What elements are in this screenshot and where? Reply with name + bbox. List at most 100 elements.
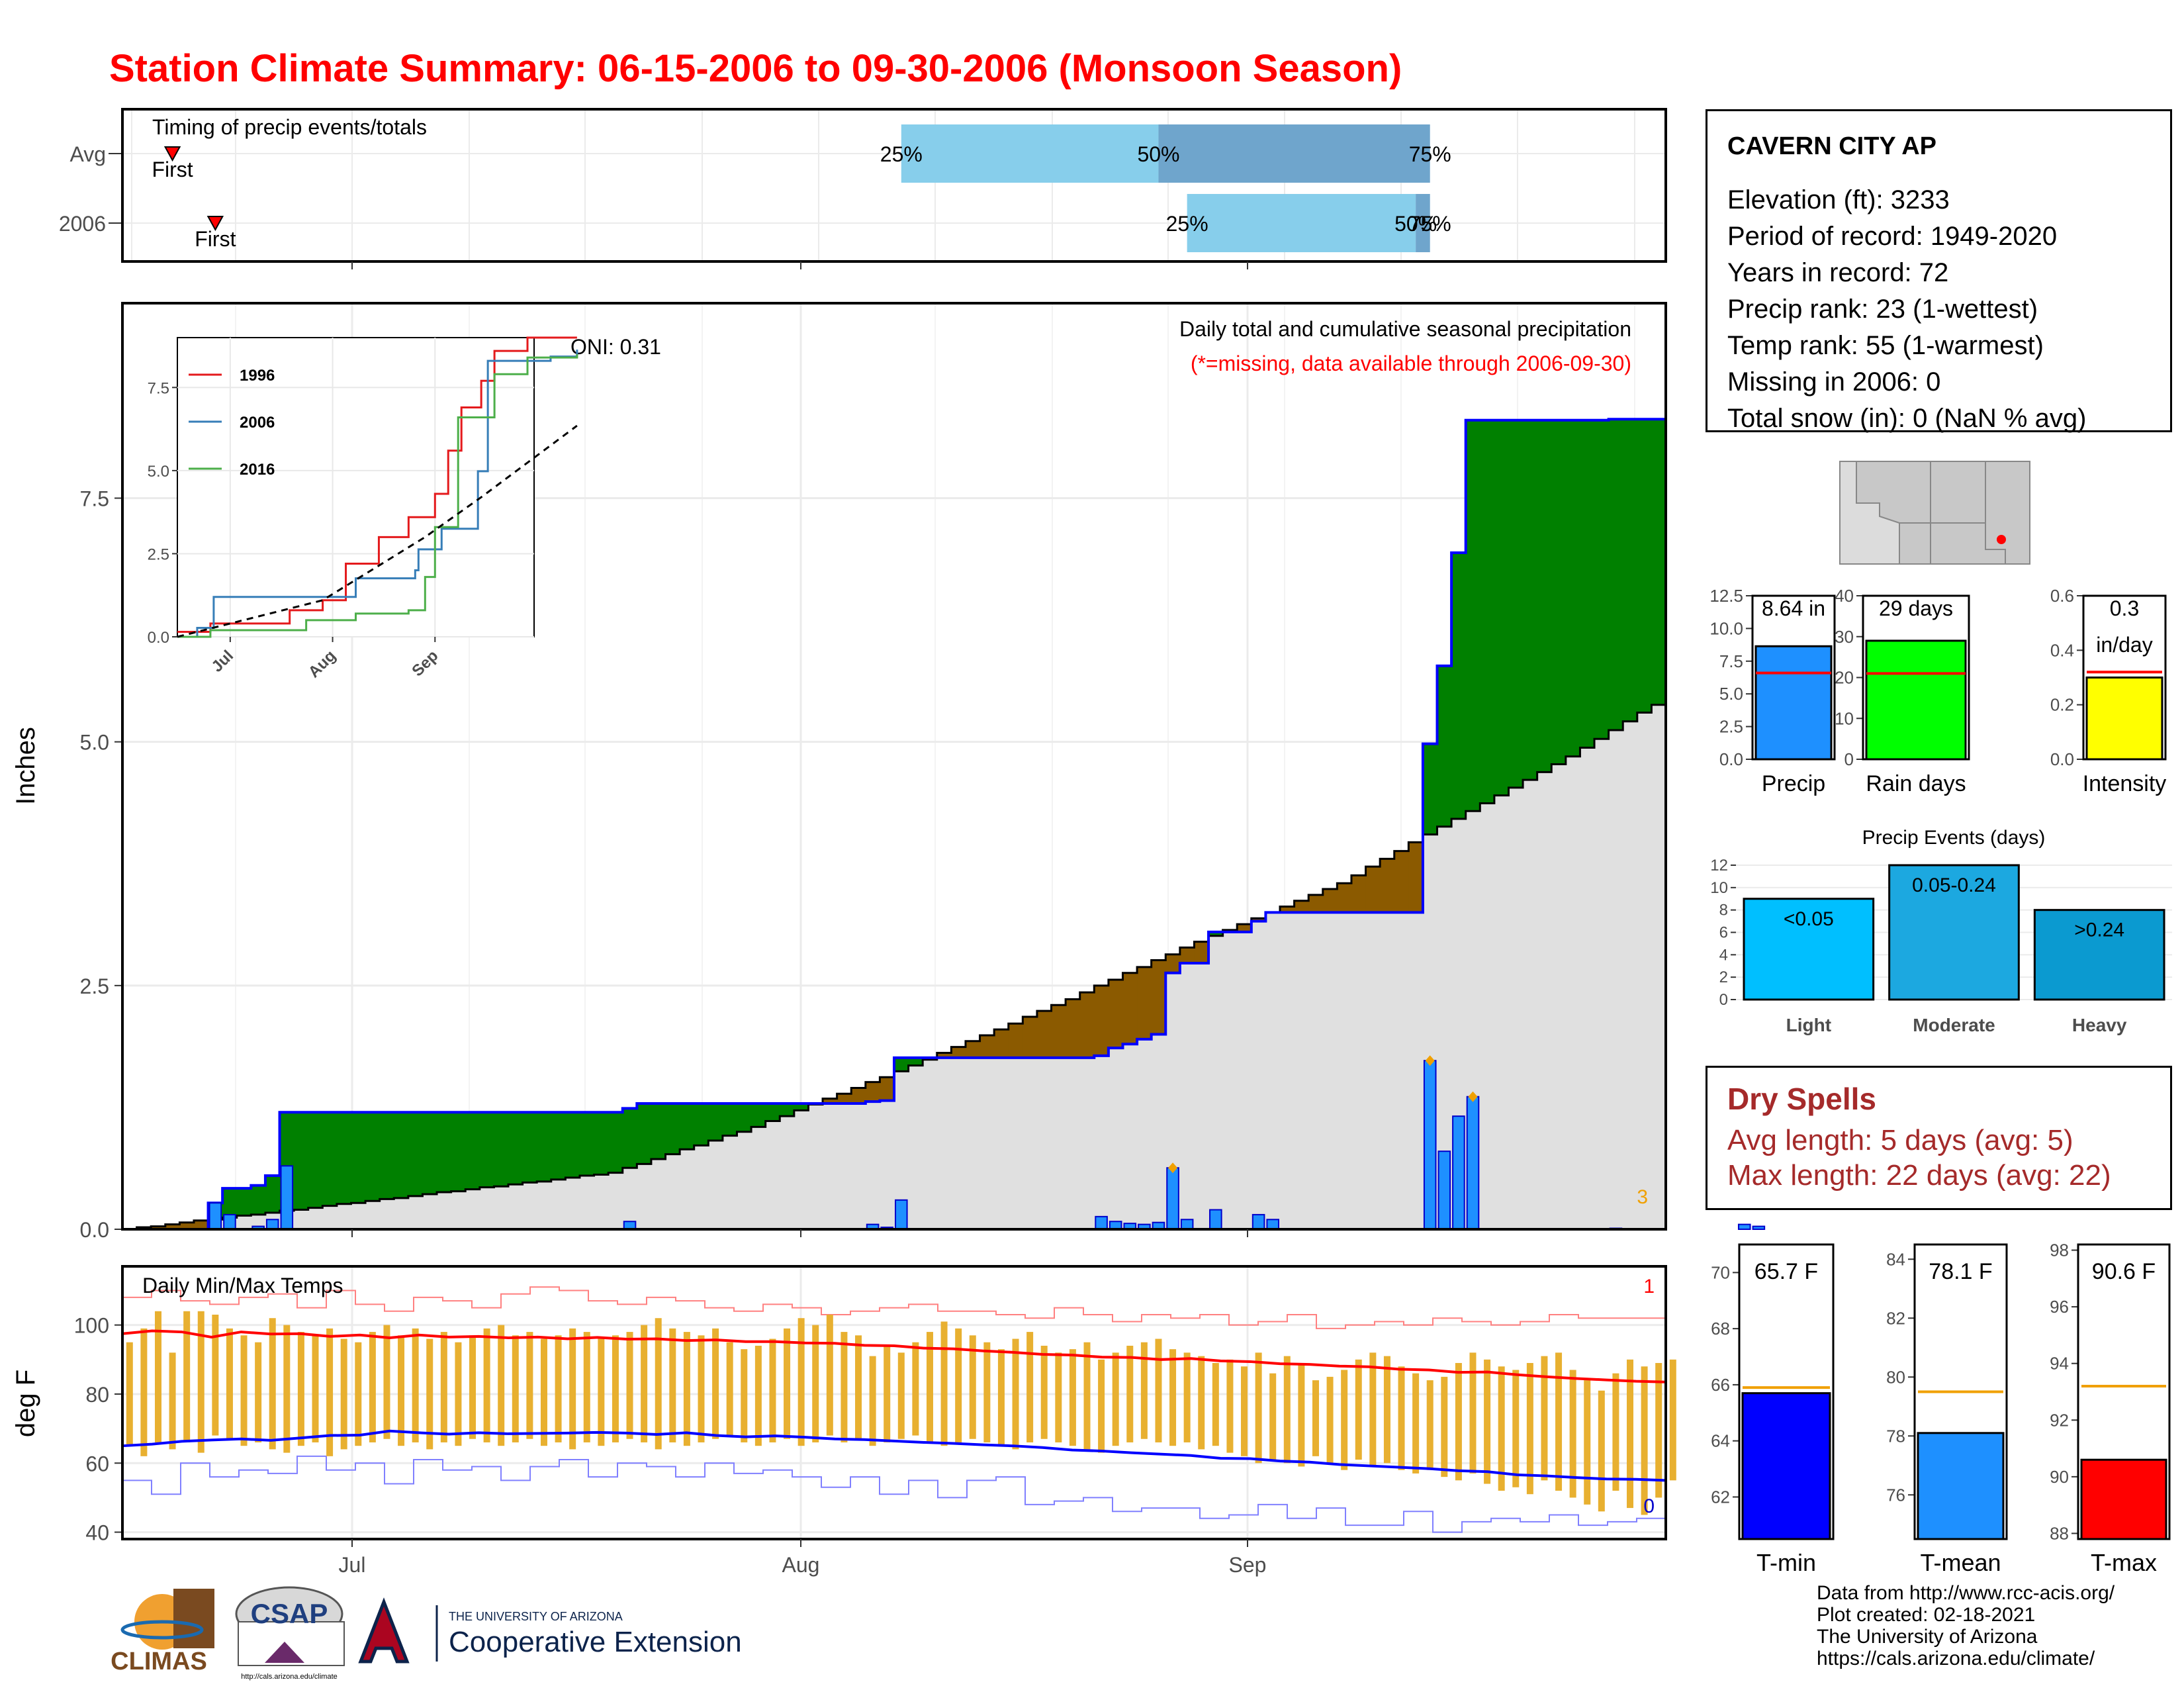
tsum-bar-T-mean [1917, 1432, 2005, 1540]
temps-daily-bar [383, 1325, 390, 1439]
temps-daily-bar [1226, 1359, 1234, 1453]
temps-daily-bar [1383, 1356, 1390, 1464]
temps-daily-bar [1598, 1390, 1605, 1512]
precip-daily-bar [1466, 1096, 1480, 1230]
precip-deficit-area [1194, 941, 1209, 963]
inset-series-1996 [177, 336, 577, 633]
inset-legend-label: 2016 [240, 461, 275, 479]
station-precip-rank: Precip rank: 23 (1-wettest) [1727, 295, 2038, 324]
tsum-ytick-label: 66 [1711, 1375, 1730, 1395]
summary-value-text: 0.3 [2110, 596, 2139, 620]
footer-line-url: https://cals.arizona.edu/climate/ [1817, 1648, 2095, 1669]
summary-ytick-label: 5.0 [1719, 684, 1743, 704]
temps-avg-min-line [122, 1429, 1666, 1482]
precip-surplus-area [780, 1103, 795, 1117]
footer-line-university: The University of Arizona [1817, 1626, 2038, 1648]
temp-summary-bars: 62 64 66 68 70 65.7 F T-min 76 78 80 82 84 78.1 F T-m… [1711, 1241, 2171, 1576]
timing-first-label: First [152, 158, 193, 181]
summary-ytick-label: 12.5 [1709, 586, 1743, 606]
precip-surplus-area [665, 1103, 680, 1154]
temps-daily-bar [598, 1338, 605, 1446]
temps-daily-bar [1512, 1370, 1520, 1487]
temps-daily-bar [1584, 1380, 1591, 1505]
precip-deficit-area [1108, 980, 1124, 1049]
temps-record-max-line [122, 1286, 1666, 1329]
temps-daily-bar [1140, 1342, 1148, 1439]
temps-daily-bar [797, 1318, 805, 1446]
precip-surplus-area [265, 1176, 281, 1213]
station-name: CAVERN CITY AP [1727, 132, 1937, 160]
tsum-ytick-label: 80 [1886, 1367, 1905, 1387]
summary-bar-Intensity [2085, 677, 2163, 761]
precip-deficit-area [1394, 851, 1409, 913]
precip-surplus-area [637, 1103, 652, 1164]
precip-ylabel: Inches [11, 727, 40, 805]
precip-ytick-label: 2.5 [80, 974, 109, 998]
precip-surplus-area [351, 1112, 366, 1203]
precip-surplus-area [1208, 931, 1224, 936]
temps-xtick-label: Aug [782, 1553, 820, 1577]
precip-surplus-area [365, 1112, 381, 1201]
precip-surplus-area [236, 1188, 251, 1216]
precip-surplus-area [608, 1112, 623, 1173]
temps-daily-bar [1212, 1363, 1219, 1446]
station-snow: Total snow (in): 0 (NaN % avg) [1727, 404, 2087, 433]
precip-avg-area [122, 704, 1666, 1229]
precip-daily-bar [1166, 1167, 1179, 1231]
inset-avg-line [177, 424, 578, 638]
precip-2006-line [122, 418, 1666, 1231]
precip-surplus-area [437, 1112, 452, 1193]
temps-daily-bar [1040, 1345, 1048, 1439]
precip-surplus-area [1480, 420, 1495, 804]
timing-row-label: 2006 [59, 212, 106, 236]
temps-daily-bar [169, 1352, 176, 1450]
tsum-frame [1913, 1243, 2008, 1540]
inset-ytick-label: 0.0 [148, 629, 169, 647]
events-xtick-label: Moderate [1913, 1015, 1995, 1035]
temps-daily-bar [283, 1325, 291, 1453]
temps-daily-bar [897, 1352, 905, 1439]
tsum-ytick-label: 96 [2050, 1297, 2069, 1317]
temps-daily-bar [1255, 1352, 1262, 1464]
precip-deficit-area [994, 1029, 1009, 1058]
precip-surplus-area [765, 1103, 780, 1121]
precip-surplus-area [894, 1057, 909, 1072]
precip-deficit-area [1251, 918, 1267, 921]
ua-small-text: THE UNIVERSITY OF ARIZONA [449, 1610, 623, 1623]
temps-daily-bar [1455, 1363, 1462, 1481]
precip-surplus-area [594, 1112, 609, 1175]
summary-ytick-label: 0.0 [2050, 749, 2074, 769]
tsum-ytick-label: 76 [1886, 1485, 1905, 1505]
precip-deficit-area [1237, 924, 1252, 932]
temps-daily-bar [483, 1328, 490, 1442]
tsum-ytick-label: 68 [1711, 1319, 1730, 1338]
precip-deficit-area [193, 1220, 209, 1229]
temps-daily-bar [812, 1325, 819, 1442]
timing-label-25: 25% [880, 142, 923, 166]
tsum-ytick-label: 84 [1886, 1249, 1905, 1269]
precip-daily-bar [1752, 1225, 1766, 1231]
tsum-label: T-min [1756, 1549, 1816, 1576]
precip-surplus-area [565, 1112, 580, 1178]
precip-surplus-area [336, 1112, 352, 1204]
precip-surplus-area [722, 1103, 738, 1136]
summary-value-text: in/day [2096, 633, 2152, 657]
precip-deficit-area [1008, 1023, 1023, 1058]
precip-surplus-area [251, 1185, 266, 1215]
precip-daily-bar [1437, 1150, 1451, 1230]
temps-daily-bar [1569, 1370, 1576, 1498]
temps-daily-bar [126, 1342, 133, 1446]
temps-daily-bar [726, 1342, 733, 1436]
temps-daily-bar [1612, 1373, 1619, 1491]
precip-deficit-area [1380, 859, 1395, 913]
temps-corner-top: 1 [1643, 1276, 1655, 1297]
temps-daily-bar [1369, 1352, 1377, 1467]
tsum-ytick-label: 88 [2050, 1523, 2069, 1543]
precip-deficit-area [1351, 875, 1367, 913]
precip-deficit-area [979, 1035, 995, 1058]
temps-record-min-line [122, 1455, 1666, 1533]
precip-deficit-area [1294, 900, 1309, 913]
temps-daily-bar [1183, 1352, 1191, 1442]
precip-daily-bar [1095, 1215, 1108, 1231]
precip-daily-bar [1423, 1060, 1437, 1230]
